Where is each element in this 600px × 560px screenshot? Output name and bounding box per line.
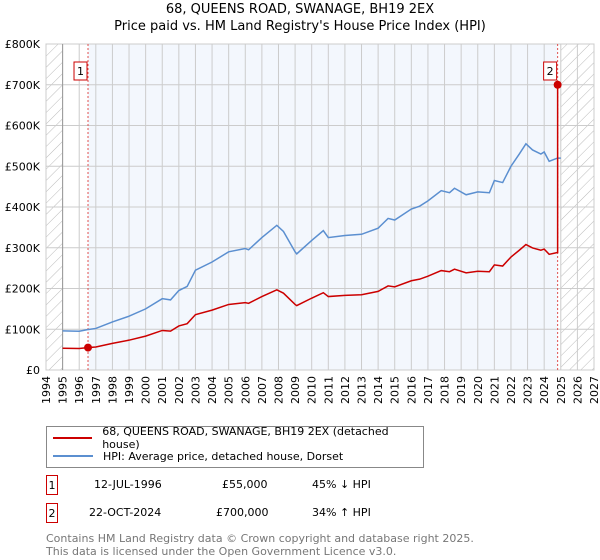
sale-label-box xyxy=(543,61,558,81)
hpi-series-line xyxy=(62,142,561,333)
x-tick-label: 2006 xyxy=(239,376,252,404)
x-tick-label: 1995 xyxy=(57,376,70,404)
y-tick-label: £400K xyxy=(5,201,41,214)
property-series-line xyxy=(62,84,561,350)
y-tick-label: £500K xyxy=(5,160,41,173)
x-tick-label: 2010 xyxy=(306,376,319,404)
x-tick-label: 2005 xyxy=(223,376,236,404)
x-tick-label: 2021 xyxy=(488,376,501,404)
x-tick-label: 2015 xyxy=(389,376,402,404)
x-tick-label: 1999 xyxy=(123,376,136,404)
x-tick-label: 2012 xyxy=(339,376,352,404)
x-tick-label: 1998 xyxy=(106,376,119,404)
sale-point xyxy=(553,80,562,89)
x-tick-label: 2017 xyxy=(422,376,435,404)
sale-label: 1 xyxy=(77,65,84,78)
legend-label: 68, QUEENS ROAD, SWANAGE, BH19 2EX (deta… xyxy=(102,425,389,451)
sale-label-box xyxy=(73,61,88,81)
x-tick-label: 2001 xyxy=(156,376,169,404)
x-tick-label: 2011 xyxy=(322,376,335,404)
x-tick-label: 2008 xyxy=(272,376,285,404)
legend-item-hpi: HPI: Average price, detached house, Dors… xyxy=(53,448,343,464)
y-tick-label: £700K xyxy=(5,79,41,92)
sale-date: 12-JUL-1996 xyxy=(94,478,162,491)
plot-area: 1994 1995 1996 1997 1998 1999 2000 2001 2002 2003… xyxy=(5,38,600,404)
x-tick-label: 2013 xyxy=(356,376,369,404)
sale-point xyxy=(84,343,93,352)
y-tick-label: £600K xyxy=(5,120,41,133)
x-tick-label: 2023 xyxy=(522,376,535,404)
x-tick-label: 1997 xyxy=(90,376,103,404)
sale-label: 2 xyxy=(547,65,554,78)
y-tick-label: £300K xyxy=(5,242,41,255)
x-tick-label: 2004 xyxy=(206,376,219,404)
legend-item-property: 68, QUEENS ROAD, SWANAGE, BH19 2EX (deta… xyxy=(53,425,423,451)
x-tick-label: 2022 xyxy=(505,376,518,404)
footer-line: Contains HM Land Registry data © Crown c… xyxy=(46,532,474,545)
x-tick-label: 2002 xyxy=(173,376,186,404)
sale-hpi: 45% ↓ HPI xyxy=(312,478,371,491)
x-tick-label: 2018 xyxy=(439,376,452,404)
x-tick-label: 2019 xyxy=(455,376,468,404)
x-tick-label: 2016 xyxy=(405,376,418,404)
footer: Contains HM Land Registry data © Crown c… xyxy=(46,532,474,558)
x-tick-label: 1996 xyxy=(73,376,86,404)
x-tick-label: 1994 xyxy=(40,376,53,404)
legend-label: HPI: Average price, detached house, Dors… xyxy=(103,449,344,463)
x-tick-label: 2009 xyxy=(289,376,302,404)
x-tick-label: 2000 xyxy=(140,376,153,404)
y-tick-label: £0 xyxy=(26,364,40,377)
y-tick-label: £100K xyxy=(5,323,41,336)
sale-marker: 2 xyxy=(46,503,58,523)
x-tick-label: 2024 xyxy=(538,376,551,404)
x-tick-label: 2003 xyxy=(189,376,202,404)
x-tick-label: 2026 xyxy=(571,376,584,404)
x-tick-label: 2014 xyxy=(372,376,385,404)
x-tick-label: 2020 xyxy=(472,376,485,404)
x-tick-label: 2025 xyxy=(555,376,568,404)
y-tick-label: £800K xyxy=(5,38,41,51)
x-tick-label: 2007 xyxy=(256,376,269,404)
sale-hpi: 34% ↑ HPI xyxy=(312,506,371,519)
footer-line: This data is licensed under the Open Gov… xyxy=(46,545,397,558)
sale-price: £700,000 xyxy=(216,506,269,519)
sale-date: 22-OCT-2024 xyxy=(89,506,162,519)
y-tick-label: £200K xyxy=(5,283,41,296)
chart-title: 68, QUEENS ROAD, SWANAGE, BH19 2EX xyxy=(165,2,435,17)
x-tick-label: 2027 xyxy=(588,376,600,404)
legend: 68, QUEENS ROAD, SWANAGE, BH19 2EX (deta… xyxy=(46,425,424,468)
chart-subtitle: Price paid vs. HM Land Registry's House … xyxy=(114,19,486,34)
sale-marker: 1 xyxy=(46,475,58,495)
sale-price: £55,000 xyxy=(222,478,268,491)
